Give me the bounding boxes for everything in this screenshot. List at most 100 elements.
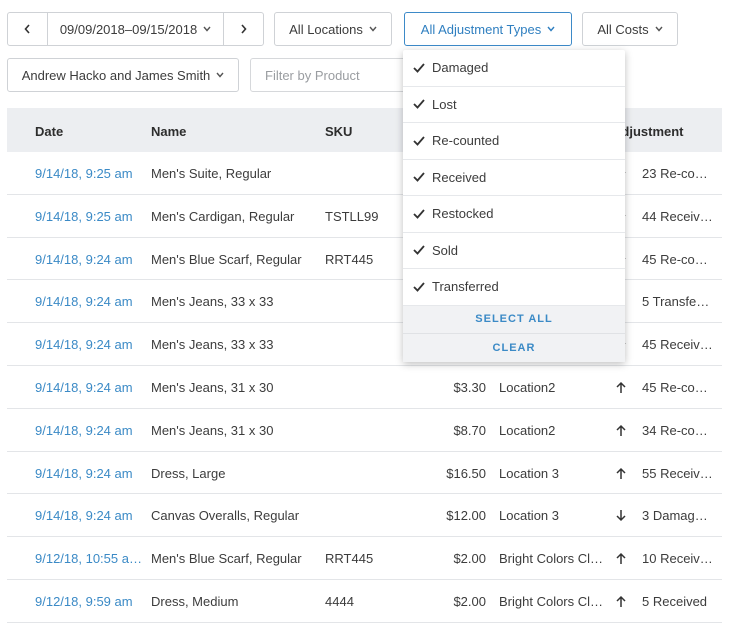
checkmark [413,136,425,146]
cost: $12.00 [446,508,486,524]
date-link[interactable]: 9/14/18, 9:24 am [35,422,133,438]
option[interactable]: Re-counted [403,123,625,160]
arrow-icon [615,509,627,525]
product-name: Men's Jeans, 31 x 30 [151,422,274,438]
date-link[interactable]: 9/12/18, 10:55 a… [35,551,142,567]
checkmark [413,99,425,110]
option-label: Sold [432,242,459,258]
cost: $16.50 [446,465,486,481]
icon [616,424,626,436]
label: All Costs [597,21,649,37]
label: 09/09/2018–09/15/2018 [59,21,198,37]
icon [369,26,377,32]
option-label: Re-counted [432,133,500,149]
icon [655,26,663,32]
option-label: Transferred [432,279,499,295]
date-link[interactable]: 9/14/18, 9:24 am [35,251,133,267]
sku: 4444 [325,594,354,609]
cost: $2.00 [453,594,486,609]
employees-filter[interactable]: Andrew Hacko and James Smith [7,58,239,92]
icon [216,72,224,78]
cost: $2.00 [453,551,486,567]
option-label: Received [432,169,487,185]
location: Location 3 [499,465,559,481]
date-link[interactable]: 9/14/18, 9:24 am [35,465,133,481]
adjustment: 45 Re-co… [642,251,708,267]
location: Location2 [499,380,556,395]
icon [616,510,626,522]
table-row: 9/14/18, 9:25 am Men's Cardigan, Regular T… [7,195,722,238]
locations-filter[interactable]: All Locations [274,12,392,46]
adjustment: 23 Re-co… [642,166,708,181]
option[interactable]: Transferred [403,269,625,306]
costs-filter[interactable]: All Costs [582,12,678,46]
product-name: Men's Cardigan, Regular [151,208,295,224]
checkmark [413,172,425,183]
product-name: Men's Suite, Regular [151,166,272,181]
location: Bright Colors Cl… [499,551,604,567]
option[interactable]: Lost [403,87,625,123]
checkmark [413,209,425,219]
date-link[interactable]: 9/14/18, 9:25 am [35,166,133,181]
product-name: Men's Jeans, 33 x 33 [151,294,274,310]
adjustment: 3 Damag… [642,508,708,524]
date-link[interactable]: 9/14/18, 9:24 am [35,380,133,395]
product-name: Men's Jeans, 31 x 30 [151,380,274,395]
arrow-icon [615,381,627,397]
table-row: 9/14/18, 9:24 am Men's Jeans, 31 x 30 $3.3… [7,366,722,409]
header: Name [151,124,187,139]
option-label: Damaged [432,60,489,76]
product-name: Men's Blue Scarf, Regular [151,551,302,567]
clear[interactable]: CLEAR [403,334,625,362]
product-name: Canvas Overalls, Regular [151,508,300,524]
cost: $3.30 [453,380,486,395]
product-name: Men's Jeans, 33 x 33 [151,337,274,353]
option[interactable]: Sold [403,233,625,269]
date-link[interactable]: 9/14/18, 9:24 am [35,294,133,310]
adjustment: 45 Receiv… [642,337,713,353]
adjustment: 55 Receiv… [642,465,713,481]
table-row: 9/14/18, 9:24 am Men's Jeans, 33 x 33 45 R… [7,323,722,366]
header: Date [35,124,64,139]
option[interactable]: Damaged [403,50,625,87]
label: All Adjustment Types [420,21,542,37]
icon [616,553,626,565]
adjustment-types-filter[interactable]: All Adjustment Types [404,12,572,46]
location: Location2 [499,422,556,438]
arrow-icon [615,552,627,568]
adjustment: 34 Re-co… [642,422,708,438]
option[interactable]: Received [403,160,625,196]
option[interactable]: Restocked [403,196,625,233]
date-link[interactable]: 9/14/18, 9:25 am [35,208,133,224]
next-button[interactable] [223,12,264,46]
date-link[interactable]: 9/12/18, 9:59 am [35,594,133,609]
arrow-icon [615,595,627,611]
date-range[interactable]: 09/09/2018–09/15/2018 [47,12,224,46]
icon [241,24,247,34]
location: Bright Colors Cl… [499,594,604,609]
table-row: 9/14/18, 9:24 am Men's Jeans, 33 x 33 5 Tr… [7,280,722,324]
table-row: 9/14/18, 9:24 am Dress, Large $16.50 Locati… [7,452,722,495]
location: Location 3 [499,508,559,524]
table-row: 9/14/18, 9:25 am Men's Suite, Regular 23 R… [7,152,722,195]
adjustment: 45 Re-co… [642,380,708,395]
adjustment: 5 Transfe… [642,294,710,310]
sku: RRT445 [325,251,374,267]
icon [616,595,626,607]
select-all[interactable]: SELECT ALL [403,305,625,334]
sku: TSTLL99 [325,208,379,224]
icon [24,24,30,34]
header: Adjustment [612,124,684,139]
icon [616,467,626,479]
checkmark [413,282,425,292]
product-filter[interactable]: Filter by Product [250,58,430,92]
table-row: 9/14/18, 9:24 am Canvas Overalls, Regular… [7,494,722,538]
prev-button[interactable] [7,12,48,46]
date-link[interactable]: 9/14/18, 9:24 am [35,337,133,353]
icon [203,26,211,32]
icon [547,26,555,32]
date-link[interactable]: 9/14/18, 9:24 am [35,508,133,524]
checkmark [413,63,425,73]
icon [616,381,626,393]
